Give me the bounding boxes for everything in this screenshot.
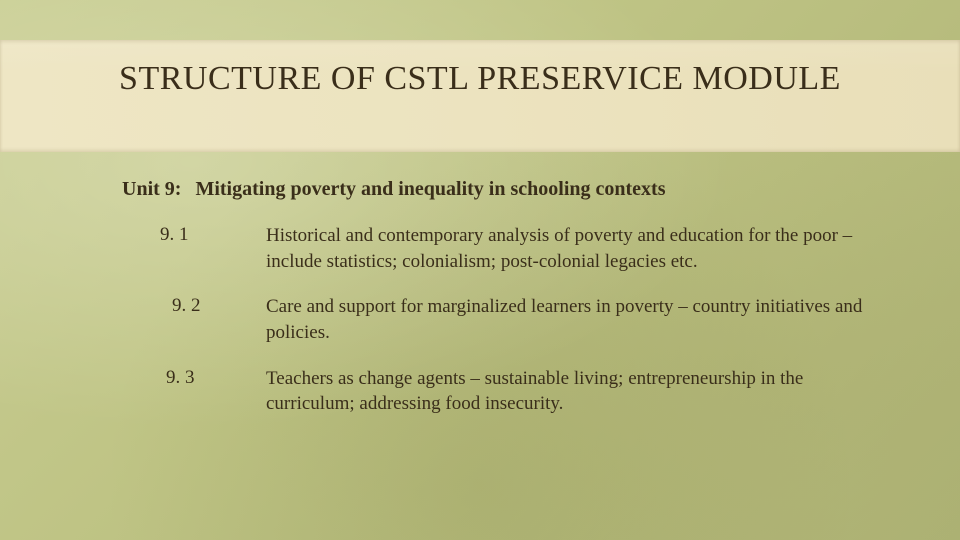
unit-heading-row: Unit 9: Mitigating poverty and inequalit… (122, 178, 888, 201)
item-number: 9. 1 (122, 223, 266, 274)
item-number: 9. 2 (122, 294, 266, 345)
content-area: Unit 9: Mitigating poverty and inequalit… (122, 178, 888, 437)
unit-title: Mitigating poverty and inequality in sch… (195, 178, 665, 201)
item-text: Teachers as change agents – sustainable … (266, 366, 888, 417)
item-number: 9. 3 (122, 366, 266, 417)
list-item: 9. 2 Care and support for marginalized l… (122, 294, 888, 345)
item-text: Historical and contemporary analysis of … (266, 223, 888, 274)
item-text: Care and support for marginalized learne… (266, 294, 888, 345)
list-item: 9. 3 Teachers as change agents – sustain… (122, 366, 888, 417)
slide: STRUCTURE OF CSTL PRESERVICE MODULE Unit… (0, 0, 960, 540)
unit-label: Unit 9: (122, 178, 181, 201)
list-item: 9. 1 Historical and contemporary analysi… (122, 223, 888, 274)
slide-title: STRUCTURE OF CSTL PRESERVICE MODULE (0, 60, 960, 98)
